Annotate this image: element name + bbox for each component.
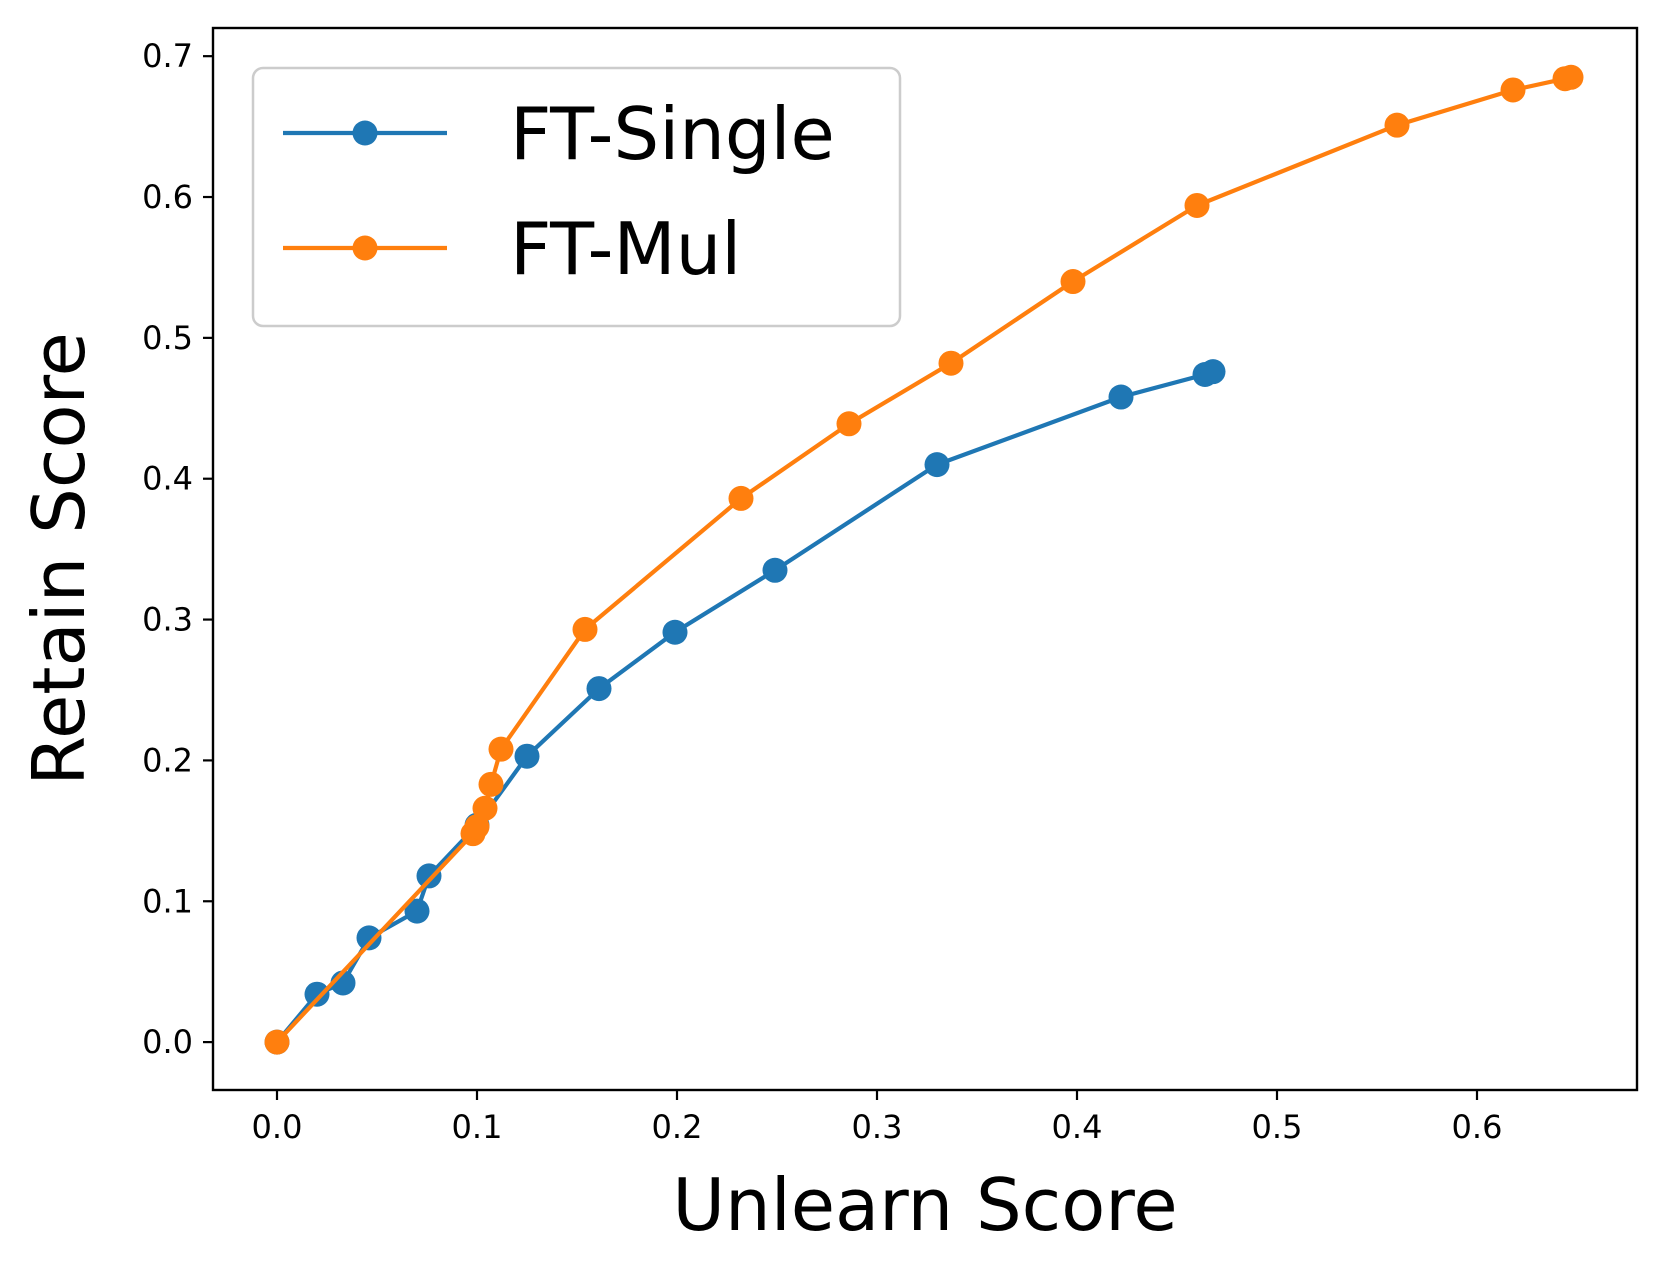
y-tick-label: 0.5	[142, 319, 193, 357]
data-point	[1500, 77, 1526, 103]
data-point	[662, 619, 688, 645]
x-tick-label: 0.4	[1052, 1108, 1103, 1146]
data-point	[836, 411, 862, 437]
data-point	[1060, 269, 1086, 295]
y-tick-label: 0.4	[142, 460, 193, 498]
data-point	[572, 616, 598, 642]
series-2	[264, 64, 1584, 1055]
data-point	[924, 452, 950, 478]
data-point	[264, 1029, 290, 1055]
data-point	[1558, 64, 1584, 90]
legend: FT-Single FT-Mul	[251, 66, 902, 328]
data-point	[472, 795, 498, 821]
data-point	[938, 350, 964, 376]
y-tick-label: 0.3	[142, 601, 193, 639]
y-tick-label: 0.0	[142, 1023, 193, 1061]
x-tick-label: 0.3	[852, 1108, 903, 1146]
data-point	[478, 771, 504, 797]
legend-entry: FT-Single	[283, 92, 835, 176]
x-tick-label: 0.0	[252, 1108, 303, 1146]
data-point	[762, 557, 788, 583]
y-tick-label: 0.6	[142, 178, 193, 216]
legend-marker	[352, 120, 378, 146]
x-tick-label: 0.1	[452, 1108, 503, 1146]
legend-label: FT-Mul	[510, 207, 741, 291]
data-point	[416, 863, 442, 889]
x-axis: 0.0 0.1 0.2 0.3 0.4 0.5 0.6	[252, 1090, 1503, 1146]
data-point	[1200, 359, 1226, 385]
legend-label: FT-Single	[510, 92, 835, 176]
y-tick-label: 0.2	[142, 741, 193, 779]
y-tick-label: 0.7	[142, 37, 193, 75]
plot-frame	[211, 26, 1639, 1092]
y-axis: 0.0 0.1 0.2 0.3 0.4 0.5 0.6 0.7	[142, 37, 213, 1061]
data-point	[1184, 192, 1210, 218]
legend-entry: FT-Mul	[283, 207, 741, 291]
data-point	[488, 736, 514, 762]
data-point	[404, 898, 430, 924]
plot-area	[264, 64, 1584, 1055]
legend-marker	[352, 235, 378, 261]
data-point	[586, 676, 612, 702]
y-tick-label: 0.1	[142, 882, 193, 920]
data-point	[514, 743, 540, 769]
data-point	[1384, 112, 1410, 138]
data-point	[728, 485, 754, 511]
x-tick-label: 0.5	[1252, 1108, 1303, 1146]
x-tick-label: 0.2	[652, 1108, 703, 1146]
data-point	[304, 981, 330, 1007]
x-axis-title: Unlearn Score	[672, 1163, 1177, 1247]
data-point	[1108, 384, 1134, 410]
y-axis-title: Retain Score	[17, 332, 101, 786]
data-point	[356, 925, 382, 951]
x-tick-label: 0.6	[1452, 1108, 1503, 1146]
